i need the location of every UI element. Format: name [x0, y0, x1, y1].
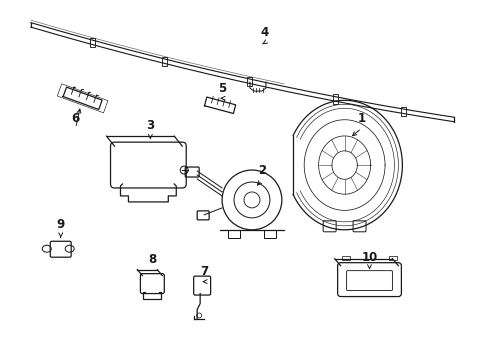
Bar: [341, 256, 349, 260]
Bar: [247, 77, 252, 86]
Text: 6: 6: [71, 112, 80, 125]
Text: 3: 3: [146, 119, 154, 132]
Bar: [90, 38, 95, 47]
Text: 2: 2: [257, 163, 265, 176]
Bar: [227, 230, 240, 238]
Text: 10: 10: [361, 251, 377, 264]
Text: 8: 8: [148, 253, 156, 266]
Text: 7: 7: [200, 265, 208, 278]
Text: 9: 9: [57, 218, 65, 231]
Bar: [332, 94, 337, 104]
Bar: [264, 230, 275, 238]
Bar: [162, 57, 167, 66]
Bar: [400, 107, 405, 116]
Text: 4: 4: [260, 26, 268, 39]
Bar: [388, 256, 397, 260]
Text: 1: 1: [357, 112, 365, 125]
Text: 5: 5: [218, 82, 226, 95]
